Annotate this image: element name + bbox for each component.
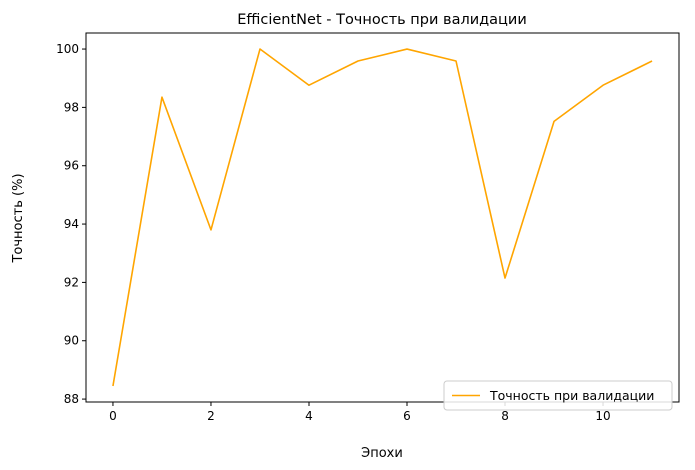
x-axis-ticks: 0 2 4 6 8 10: [109, 402, 611, 423]
plot-area: [86, 33, 679, 402]
x-tick-label: 2: [207, 409, 215, 423]
legend-box: [443, 380, 673, 411]
y-axis-ticks: 88 90 92 94 96 98 100: [56, 42, 86, 406]
y-tick-label: 100: [56, 42, 79, 56]
x-tick-label: 4: [305, 409, 313, 423]
y-axis-label: Точность (%): [11, 173, 26, 263]
y-tick-label: 94: [64, 217, 79, 231]
chart-title: EfficientNet - Точность при валидации: [237, 12, 527, 28]
x-tick-label: 8: [501, 409, 509, 423]
legend-label: Точность при валидации: [489, 388, 654, 403]
y-tick-label: 92: [64, 275, 79, 289]
y-tick-label: 90: [64, 334, 79, 348]
x-axis-label: Эпохи: [361, 446, 403, 461]
series-line-validation-accuracy: [112, 48, 653, 387]
y-tick-label: 98: [64, 100, 79, 114]
y-tick-label: 96: [64, 159, 79, 173]
legend: Точность при валидации: [443, 380, 673, 411]
x-tick-label: 0: [109, 409, 117, 423]
plot-frame: [85, 32, 680, 403]
x-tick-label: 6: [403, 409, 411, 423]
x-tick-label: 10: [595, 409, 610, 423]
y-tick-label: 88: [64, 392, 79, 406]
